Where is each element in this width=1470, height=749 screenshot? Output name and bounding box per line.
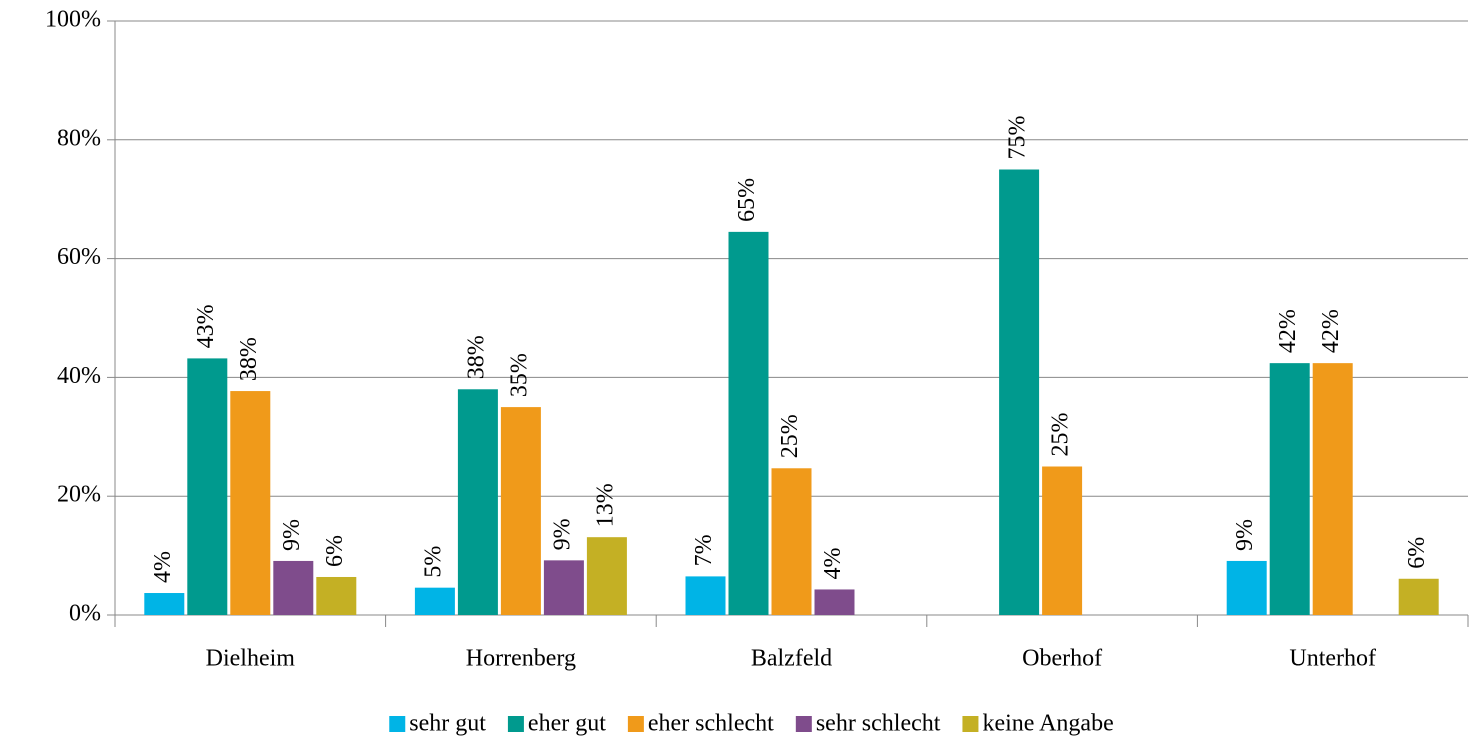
data-label: 65% (734, 178, 760, 222)
data-label: 42% (1318, 309, 1344, 353)
bar (814, 589, 855, 615)
y-tick-label: 40% (57, 363, 101, 389)
data-label: 4% (820, 547, 846, 579)
bar (685, 576, 726, 615)
bar (457, 389, 498, 615)
legend-label: sehr gut (409, 711, 486, 737)
data-label: 6% (1404, 537, 1430, 569)
x-tick-label: Unterhof (1289, 646, 1376, 672)
legend: sehr gut eher gut eher schlecht sehr schlec… (389, 711, 1114, 737)
x-tick-label: Oberhof (1022, 646, 1102, 672)
bar (1226, 560, 1267, 615)
bar (187, 358, 228, 615)
bar (230, 391, 271, 615)
data-label: 4% (150, 551, 176, 583)
x-tick-label: Balzfeld (751, 646, 832, 672)
y-tick-label: 60% (57, 244, 101, 270)
data-label: 13% (592, 483, 618, 527)
bar (1269, 363, 1310, 615)
bar (586, 537, 627, 615)
bar (1042, 466, 1083, 615)
legend-swatch (627, 716, 644, 732)
data-label: 5% (420, 546, 446, 578)
y-tick-label: 20% (57, 482, 101, 508)
bar (1312, 363, 1353, 615)
data-label: 7% (691, 534, 717, 566)
bar (543, 560, 584, 615)
data-label: 38% (463, 335, 489, 379)
data-label: 75% (1005, 116, 1031, 160)
x-tick-label: Dielheim (206, 646, 296, 672)
bar (728, 231, 769, 615)
bar (316, 576, 357, 615)
bar (144, 593, 185, 615)
legend-label: sehr schlecht (816, 711, 941, 737)
bar (771, 468, 812, 615)
legend-label: eher gut (528, 711, 606, 737)
legend-swatch (389, 716, 406, 732)
data-label: 25% (1048, 413, 1074, 457)
data-label: 9% (1232, 519, 1258, 551)
legend-label: keine Angabe (982, 711, 1113, 737)
data-label: 9% (549, 518, 575, 550)
data-label: 35% (506, 353, 532, 397)
bar (1398, 578, 1439, 615)
y-tick-label: 100% (45, 7, 101, 33)
legend-swatch (795, 716, 812, 732)
bar (999, 169, 1040, 615)
bar (414, 587, 455, 615)
data-label: 42% (1275, 309, 1301, 353)
y-tick-label: 80% (57, 125, 101, 151)
data-label: 38% (236, 337, 262, 381)
legend-swatch (962, 716, 979, 732)
bar (500, 407, 541, 615)
data-label: 9% (279, 519, 305, 551)
data-label: 6% (322, 535, 348, 567)
data-label: 43% (193, 304, 219, 348)
y-tick-label: 0% (69, 601, 101, 627)
x-tick-label: Horrenberg (466, 646, 576, 672)
bar (273, 560, 314, 615)
legend-label: eher schlecht (648, 711, 774, 737)
legend-swatch (507, 716, 524, 732)
data-label: 25% (777, 414, 803, 458)
